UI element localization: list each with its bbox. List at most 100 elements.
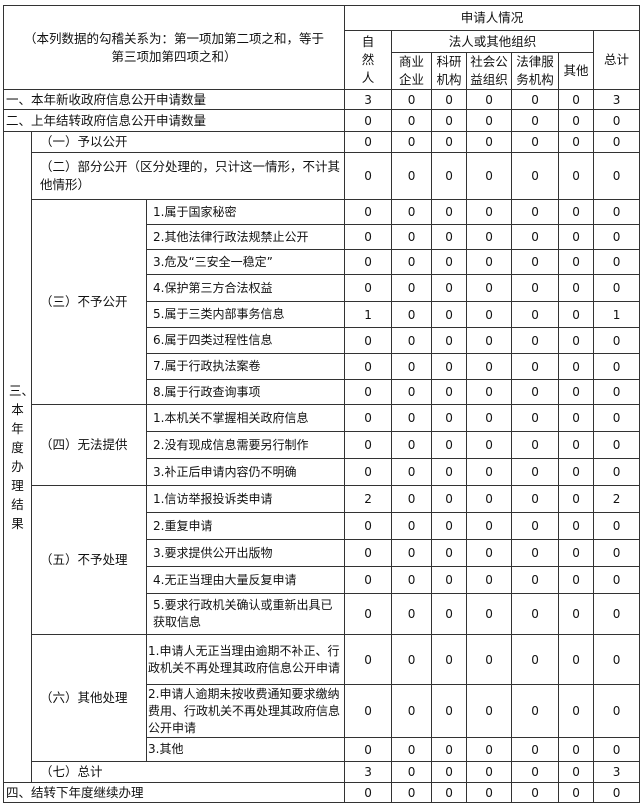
value-cell: 0 (558, 131, 595, 153)
value-cell: 0 (431, 152, 468, 200)
value-cell: 0 (558, 274, 595, 302)
value-cell: 0 (593, 131, 641, 153)
item-label: 5.属于三类内部事务信息 (145, 301, 346, 328)
value-cell: 0 (344, 566, 393, 594)
value-cell: 0 (511, 737, 560, 762)
header-natural-person: 自然人 (344, 30, 393, 90)
value-cell: 0 (511, 89, 560, 110)
value-cell: 0 (593, 737, 641, 762)
item-label: 2.其他法律行政法规禁止公开 (145, 224, 346, 250)
value-cell: 0 (344, 634, 393, 685)
value-cell: 0 (558, 761, 595, 783)
value-cell: 0 (431, 89, 468, 110)
item-label: 2.申请人逾期未按收费通知要求缴纳费用、行政机关不再处理其政府信息公开申请 (145, 684, 346, 738)
value-cell: 0 (511, 109, 560, 132)
table-row: 8.属于行政查询事项 0 0 0 0 0 0 0 (4, 379, 641, 405)
row-label: 二、上年结转政府信息公开申请数量 (2, 109, 346, 132)
section-3-label: 三、本年度办理结果 (3, 131, 32, 783)
value-cell: 0 (431, 404, 468, 432)
value-cell: 0 (391, 761, 433, 783)
header-applicant: 申请人情况 (344, 5, 641, 31)
value-cell: 0 (391, 89, 433, 110)
value-cell: 0 (511, 458, 560, 486)
table-row: 一、本年新收政府信息公开申请数量 3 0 0 0 0 0 3 (2, 89, 641, 110)
value-cell: 0 (431, 458, 468, 486)
item-label: 8.属于行政查询事项 (145, 379, 346, 405)
value-cell: 0 (593, 249, 641, 275)
value-cell: 0 (431, 379, 468, 405)
value-cell: 0 (593, 327, 641, 354)
value-cell: 0 (558, 404, 595, 432)
header-org-col: 法律服务机构 (511, 52, 560, 90)
table-row: 4.保护第三方合法权益 0 0 0 0 0 0 0 (4, 274, 641, 302)
value-cell: 0 (431, 761, 468, 783)
value-cell: 0 (466, 737, 513, 762)
disclosure-statistics-table: （本列数据的勾稽关系为：第一项加第二项之和，等于第三项加第四项之和） 申请人情况… (2, 5, 641, 803)
row-label: 四、结转下年度继续办理 (2, 782, 346, 803)
value-cell: 0 (558, 89, 595, 110)
group-label: （七）总计 (30, 761, 346, 783)
value-cell: 0 (466, 684, 513, 738)
value-cell: 0 (593, 152, 641, 200)
value-cell: 0 (391, 327, 433, 354)
value-cell: 0 (593, 353, 641, 380)
value-cell: 0 (511, 353, 560, 380)
value-cell: 0 (344, 249, 393, 275)
value-cell: 0 (391, 485, 433, 513)
value-cell: 0 (344, 353, 393, 380)
value-cell: 0 (593, 782, 641, 803)
value-cell: 0 (511, 301, 560, 328)
value-cell: 0 (431, 539, 468, 567)
value-cell: 0 (558, 152, 595, 200)
value-cell: 0 (391, 353, 433, 380)
value-cell: 0 (344, 737, 393, 762)
value-cell: 0 (558, 249, 595, 275)
item-label: 1.本机关不掌握相关政府信息 (145, 404, 346, 432)
value-cell: 2 (593, 485, 641, 513)
group-label: （三）不予公开 (31, 199, 147, 405)
value-cell: 0 (391, 274, 433, 302)
item-label: 6.属于四类过程性信息 (145, 327, 346, 354)
item-label: 4.无正当理由大量反复申请 (145, 566, 346, 594)
value-cell: 0 (391, 109, 433, 132)
value-cell: 0 (558, 512, 595, 540)
value-cell: 0 (511, 761, 560, 783)
value-cell: 0 (593, 539, 641, 567)
item-label: 2.重复申请 (145, 512, 346, 540)
value-cell: 0 (391, 737, 433, 762)
value-cell: 0 (391, 199, 433, 225)
value-cell: 0 (511, 566, 560, 594)
value-cell: 0 (466, 566, 513, 594)
value-cell: 0 (511, 224, 560, 250)
value-cell: 0 (511, 152, 560, 200)
item-label: 4.保护第三方合法权益 (145, 274, 346, 302)
value-cell: 3 (593, 761, 641, 783)
value-cell: 0 (344, 327, 393, 354)
value-cell: 0 (558, 199, 595, 225)
value-cell: 0 (344, 379, 393, 405)
value-cell: 0 (511, 249, 560, 275)
header-org-col: 科研机构 (431, 52, 468, 90)
value-cell: 0 (344, 684, 393, 738)
value-cell: 0 (431, 485, 468, 513)
table-row: 二、上年结转政府信息公开申请数量 0 0 0 0 0 0 0 (2, 109, 641, 132)
value-cell: 0 (511, 379, 560, 405)
value-cell: 0 (593, 431, 641, 459)
value-cell: 0 (431, 353, 468, 380)
value-cell: 0 (391, 224, 433, 250)
value-cell: 0 (558, 634, 595, 685)
item-label: 1.属于国家秘密 (145, 199, 346, 225)
value-cell: 0 (344, 224, 393, 250)
value-cell: 0 (391, 131, 433, 153)
value-cell: 0 (466, 353, 513, 380)
value-cell: 0 (558, 301, 595, 328)
value-cell: 0 (511, 327, 560, 354)
value-cell: 0 (466, 109, 513, 132)
value-cell: 0 (558, 539, 595, 567)
table-row: （四）无法提供 1.本机关不掌握相关政府信息 0 0 0 0 0 0 0 (4, 404, 641, 486)
header-note: （本列数据的勾稽关系为：第一项加第二项之和，等于第三项加第四项之和） (2, 5, 346, 90)
value-cell: 0 (511, 684, 560, 738)
value-cell: 0 (466, 593, 513, 635)
table-row: 2.申请人逾期未按收费通知要求缴纳费用、行政机关不再处理其政府信息公开申请 0 0 0… (4, 684, 641, 738)
value-cell: 0 (391, 512, 433, 540)
